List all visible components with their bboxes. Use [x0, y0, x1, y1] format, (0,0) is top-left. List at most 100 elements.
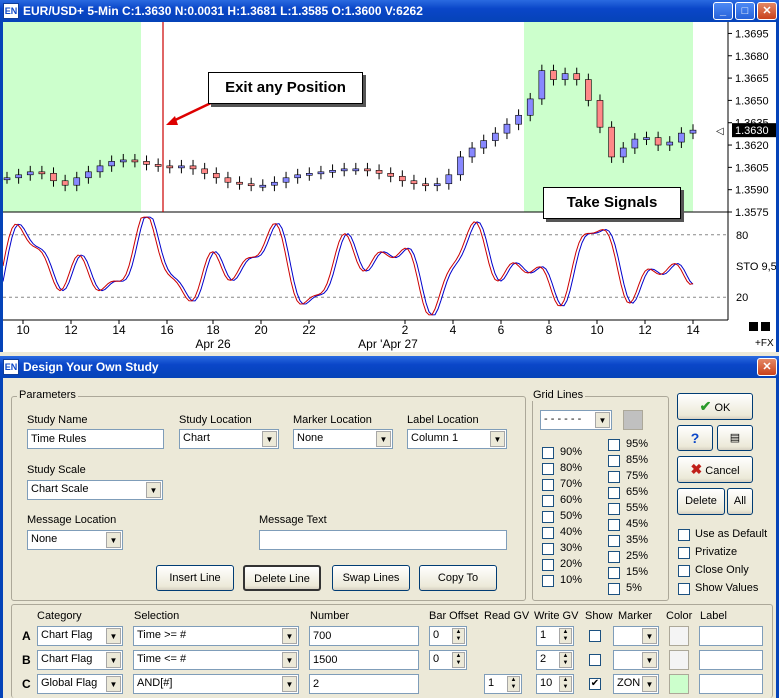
grid-right-checkbox[interactable]: [608, 551, 620, 563]
spinner-arrows-icon: ▲ ▼: [452, 652, 465, 668]
show-checkbox[interactable]: [589, 654, 601, 666]
chart-canvas[interactable]: 1.36951.36801.36651.36501.36351.36201.36…: [3, 22, 776, 352]
row-color-swatch[interactable]: [669, 674, 689, 694]
write-gv-value: 2: [540, 653, 547, 665]
category-select[interactable]: Chart Flag ▼: [37, 626, 123, 646]
chevron-down-icon: ▼: [106, 532, 121, 548]
grid-left-checkbox[interactable]: [542, 511, 554, 523]
study-name-input[interactable]: [27, 429, 164, 449]
selection-select[interactable]: Time >= # ▼: [133, 626, 299, 646]
dialog-app-icon: EN: [3, 359, 19, 375]
option-checkbox[interactable]: [678, 529, 690, 541]
insert-line-button[interactable]: Insert Line: [156, 565, 234, 591]
stochastic-d-line: [3, 216, 694, 316]
delete-line-button[interactable]: Delete Line: [243, 565, 321, 591]
chevron-down-icon: ▼: [146, 482, 161, 498]
time-tick-label: 10: [590, 323, 604, 337]
candle-body: [329, 170, 336, 173]
grid-left-checkbox[interactable]: [542, 479, 554, 491]
write-gv-spinner[interactable]: 10 ▲ ▼: [536, 674, 574, 694]
swap-lines-button[interactable]: Swap Lines: [332, 565, 410, 591]
chart-titlebar[interactable]: EN EUR/USD+ 5-Min C:1.3630 N:0.0031 H:1.…: [0, 0, 779, 22]
row-color-swatch[interactable]: [669, 650, 689, 670]
ok-button[interactable]: ✔ OK: [677, 393, 753, 420]
minimize-button[interactable]: _: [713, 2, 733, 20]
candle-body: [154, 164, 162, 167]
label-location-select[interactable]: Column 1 ▼: [407, 429, 507, 449]
marker-select[interactable]: ZON ▼: [613, 674, 659, 694]
number-input[interactable]: [309, 674, 419, 694]
option-checkbox[interactable]: [678, 583, 690, 595]
grid-right-checkbox[interactable]: [608, 567, 620, 579]
delete-all-button[interactable]: All: [727, 488, 753, 515]
help-button[interactable]: ?: [677, 425, 713, 451]
price-chart[interactable]: 1.36951.36801.36651.36501.36351.36201.36…: [0, 22, 779, 352]
row-label-input[interactable]: [699, 674, 763, 694]
print-button[interactable]: ▤: [717, 425, 753, 451]
grid-color-swatch[interactable]: [623, 410, 643, 430]
study-location-select[interactable]: Chart ▼: [179, 429, 279, 449]
option-checkbox[interactable]: [678, 565, 690, 577]
grid-right-checkbox[interactable]: [608, 503, 620, 515]
row-color-swatch[interactable]: [669, 626, 689, 646]
row-label-input[interactable]: [699, 626, 763, 646]
delete-study-button[interactable]: Delete: [677, 488, 725, 515]
show-checkbox[interactable]: ✔: [589, 678, 601, 690]
grid-right-checkbox[interactable]: [608, 535, 620, 547]
marker-select[interactable]: ▼: [613, 650, 659, 670]
grid-left-label: 30%: [560, 542, 583, 554]
number-input[interactable]: [309, 626, 419, 646]
read-gv-spinner[interactable]: 1 ▲ ▼: [484, 674, 522, 694]
grid-left-checkbox[interactable]: [542, 527, 554, 539]
grid-left-checkbox[interactable]: [542, 495, 554, 507]
selection-select[interactable]: AND[#] ▼: [133, 674, 299, 694]
marker-location-label: Marker Location: [293, 414, 372, 426]
price-tick-label: 1.3665: [735, 73, 769, 85]
grid-right-checkbox[interactable]: [608, 583, 620, 595]
row-label-input[interactable]: [699, 650, 763, 670]
candle-body: [131, 159, 139, 163]
study-scale-select[interactable]: Chart Scale ▼: [27, 480, 163, 500]
grid-left-checkbox[interactable]: [542, 447, 554, 459]
number-input[interactable]: [309, 650, 419, 670]
category-select[interactable]: Global Flag ▼: [37, 674, 123, 694]
selection-select[interactable]: Time <= # ▼: [133, 650, 299, 670]
grid-lines-label: Grid Lines: [531, 389, 586, 401]
grid-left-checkbox[interactable]: [542, 463, 554, 475]
grid-right-checkbox[interactable]: [608, 519, 620, 531]
time-tick-label: 2: [402, 323, 409, 337]
option-label: Show Values: [695, 582, 759, 594]
category-select[interactable]: Chart Flag ▼: [37, 650, 123, 670]
marker-location-select[interactable]: None ▼: [293, 429, 393, 449]
close-chart-button[interactable]: ✕: [757, 2, 777, 20]
marker-select[interactable]: ▼: [613, 626, 659, 646]
maximize-button[interactable]: □: [735, 2, 755, 20]
grid-left-checkbox[interactable]: [542, 543, 554, 555]
grid-lines-group: [532, 396, 669, 601]
grid-left-checkbox[interactable]: [542, 559, 554, 571]
show-checkbox[interactable]: [589, 630, 601, 642]
bar-offset-spinner[interactable]: 0 ▲ ▼: [429, 626, 467, 646]
message-location-select[interactable]: None ▼: [27, 530, 123, 550]
write-gv-spinner[interactable]: 1 ▲ ▼: [536, 626, 574, 646]
candle-body: [422, 183, 429, 187]
option-checkbox[interactable]: [678, 547, 690, 559]
close-dialog-button[interactable]: ✕: [757, 358, 777, 376]
cancel-button[interactable]: ✖ Cancel: [677, 456, 753, 483]
write-gv-spinner[interactable]: 2 ▲ ▼: [536, 650, 574, 670]
message-text-input[interactable]: [259, 530, 507, 550]
grid-right-checkbox[interactable]: [608, 487, 620, 499]
grid-right-checkbox[interactable]: [608, 439, 620, 451]
candle-body: [410, 180, 418, 185]
dialog-titlebar[interactable]: EN Design Your Own Study ✕: [0, 356, 779, 378]
grid-right-checkbox[interactable]: [608, 471, 620, 483]
price-tick-label: 1.3590: [735, 185, 769, 197]
time-tick-label: 20: [254, 323, 268, 337]
grid-left-checkbox[interactable]: [542, 575, 554, 587]
time-tick-label: 4: [450, 323, 457, 337]
bar-offset-spinner[interactable]: 0 ▲ ▼: [429, 650, 467, 670]
copy-to-button[interactable]: Copy To: [419, 565, 497, 591]
candle-body: [387, 173, 394, 177]
grid-style-select[interactable]: - - - - - - ▼: [540, 410, 612, 430]
grid-right-checkbox[interactable]: [608, 455, 620, 467]
